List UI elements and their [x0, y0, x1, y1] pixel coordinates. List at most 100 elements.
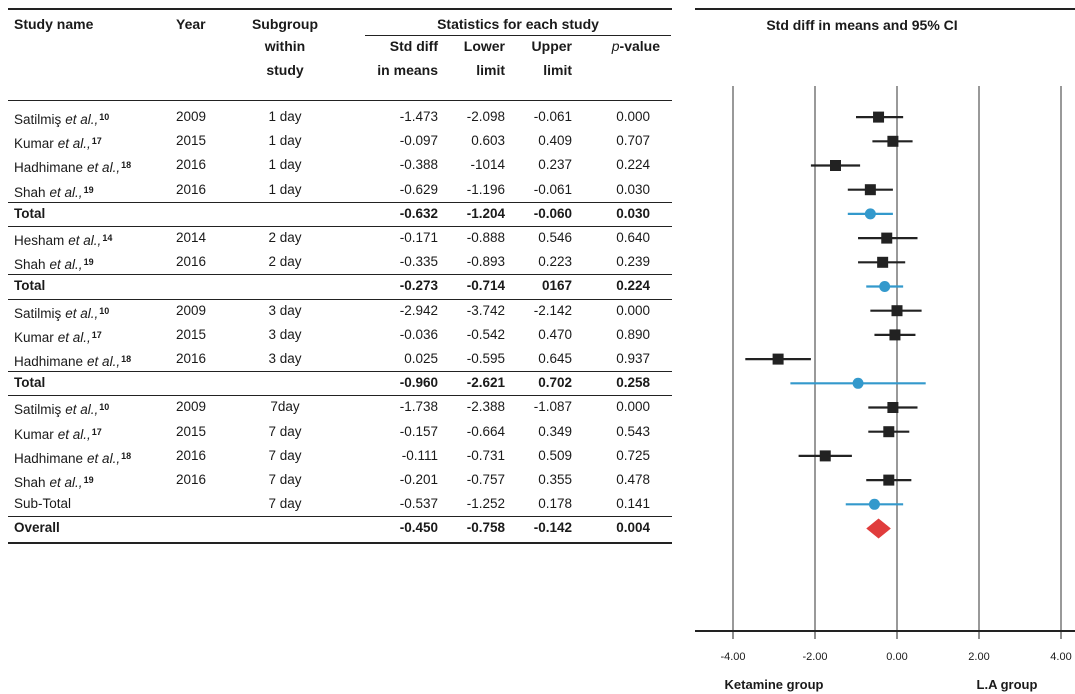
- study-pvalue: 0.890: [616, 326, 650, 342]
- study-std-diff: -0.629: [399, 181, 438, 197]
- study-etal: et al.,: [49, 257, 83, 273]
- study-name-cell: Satilmiş et al.,10: [14, 399, 109, 418]
- study-subgroup: 7 day: [268, 423, 302, 439]
- study-name-cell: Total: [14, 206, 45, 222]
- overall-top-rule: [8, 516, 672, 518]
- study-name-cell: Satilmiş et al.,10: [14, 109, 109, 128]
- study-subgroup: 1 day: [268, 109, 302, 124]
- study-point: [877, 256, 889, 268]
- study-name: Satilmiş: [14, 112, 62, 127]
- study-upper: 0.237: [538, 157, 572, 173]
- header-subgroup-3: study: [266, 62, 304, 78]
- study-std-diff: -0.201: [399, 472, 438, 487]
- header-year: Year: [176, 16, 206, 32]
- study-subgroup: 3 day: [268, 326, 302, 342]
- left-label: Ketamine group: [725, 677, 824, 692]
- x-tick-label: -2.00: [802, 651, 827, 663]
- study-point: [881, 232, 893, 244]
- study-upper: 0167: [541, 278, 572, 294]
- study-std-diff: -0.111: [401, 447, 438, 463]
- total-top-rule: [8, 274, 672, 276]
- study-ref: 18: [121, 450, 132, 461]
- study-etal: et al.,: [87, 354, 121, 369]
- study-year: 2015: [176, 133, 207, 149]
- study-upper: -0.061: [533, 181, 572, 197]
- forest-marks: [745, 111, 926, 539]
- study-subgroup: 3 day: [268, 351, 302, 366]
- header-stats-rule: [365, 35, 671, 36]
- study-etal: et al.,: [65, 402, 99, 418]
- header-lower-1: Lower: [463, 38, 505, 54]
- total-point: [852, 377, 864, 389]
- x-tick-label: 0.00: [886, 651, 907, 663]
- study-subgroup: 7 day: [268, 447, 302, 463]
- study-pvalue: 0.239: [616, 254, 650, 270]
- study-point: [889, 329, 901, 341]
- study-subgroup: 7 day: [268, 472, 302, 487]
- study-etal: et al.,: [87, 160, 121, 176]
- study-pvalue: 0.478: [616, 472, 650, 487]
- study-name: Satilmiş: [14, 402, 62, 418]
- study-name-cell: Kumar et al.,17: [14, 327, 102, 346]
- study-lower: -0.664: [466, 423, 505, 439]
- study-name: Hesham: [14, 233, 65, 248]
- study-pvalue: 0.224: [616, 157, 650, 173]
- right-label: L.A group: [977, 677, 1038, 692]
- study-upper: 0.702: [538, 375, 572, 391]
- study-name: Kumar: [14, 426, 54, 442]
- study-point: [772, 353, 784, 365]
- study-subgroup: 2 day: [268, 254, 302, 270]
- study-ref: 18: [121, 354, 132, 364]
- study-std-diff: -0.097: [399, 133, 438, 149]
- study-name-cell: Shah et al.,19: [14, 254, 94, 273]
- study-name: Shah: [14, 184, 46, 200]
- study-lower: -0.757: [466, 472, 505, 487]
- study-upper: 0.509: [538, 447, 572, 463]
- total-point: [864, 208, 876, 220]
- study-pvalue: 0.030: [616, 181, 650, 197]
- study-upper: -0.061: [533, 109, 572, 124]
- study-name: Overall: [14, 520, 60, 536]
- study-subgroup: 7day: [270, 399, 300, 415]
- study-etal: et al.,: [57, 426, 91, 442]
- study-year: 2015: [176, 423, 207, 439]
- study-pvalue: 0.224: [616, 278, 650, 294]
- study-year: 2016: [176, 181, 207, 197]
- header-study-name: Study name: [14, 16, 94, 32]
- study-ref: 19: [83, 184, 94, 195]
- study-std-diff: -0.388: [399, 157, 438, 173]
- header-std-2: in means: [377, 62, 438, 78]
- study-subgroup: 7 day: [268, 496, 302, 512]
- study-subgroup: 1 day: [268, 133, 302, 149]
- study-lower: -0.888: [466, 230, 505, 245]
- study-ref: 14: [102, 233, 113, 243]
- study-upper: -0.060: [533, 205, 572, 221]
- table-top-rule: [8, 8, 672, 10]
- study-pvalue: 0.937: [616, 351, 650, 366]
- study-name: Shah: [14, 257, 46, 273]
- header-pvalue: p-value: [590, 38, 660, 54]
- study-name: Total: [14, 278, 46, 294]
- study-point: [887, 402, 899, 413]
- study-upper: -0.142: [533, 520, 572, 536]
- total-point: [879, 281, 891, 292]
- study-lower: -0.758: [466, 520, 505, 536]
- study-ref: 17: [91, 426, 102, 437]
- study-std-diff: -0.450: [399, 520, 438, 536]
- study-name-cell: Kumar et al.,17: [14, 424, 102, 443]
- study-lower: -2.388: [466, 399, 505, 415]
- total-bottom-rule: [8, 298, 672, 300]
- study-point: [864, 184, 876, 196]
- study-name: Sub-Total: [14, 496, 72, 512]
- total-bottom-rule: [8, 395, 672, 397]
- study-etal: et al.,: [65, 112, 99, 127]
- forest-axis: -4.00 -2.00 0.00 2.00 4.00: [695, 630, 1075, 663]
- study-std-diff: -1.473: [399, 109, 438, 124]
- study-name-cell: Hadhimane et al.,18: [14, 448, 131, 467]
- study-pvalue: 0.030: [616, 205, 650, 221]
- study-etal: et al.,: [57, 136, 91, 152]
- study-upper: 0.355: [538, 472, 572, 487]
- study-name-cell: Total: [14, 375, 45, 391]
- study-point: [873, 111, 885, 123]
- study-name-cell: Sub-Total: [14, 496, 71, 512]
